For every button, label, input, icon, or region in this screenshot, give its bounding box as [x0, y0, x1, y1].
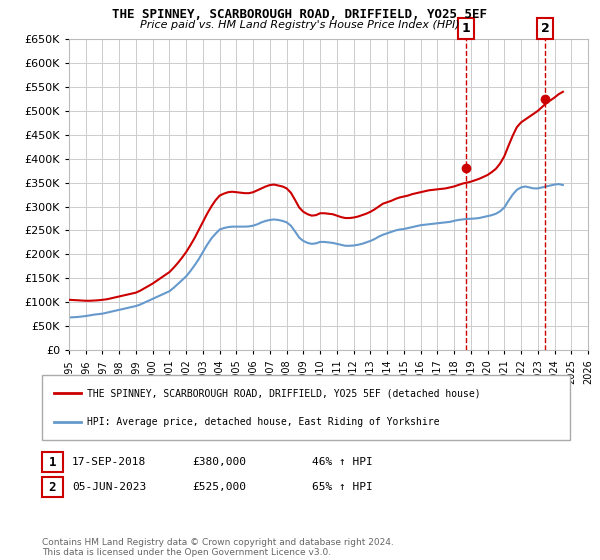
Text: 2: 2 [541, 22, 550, 35]
Text: 65% ↑ HPI: 65% ↑ HPI [312, 482, 373, 492]
Text: 17-SEP-2018: 17-SEP-2018 [72, 457, 146, 467]
Text: 1: 1 [49, 455, 56, 469]
Text: 46% ↑ HPI: 46% ↑ HPI [312, 457, 373, 467]
Text: 1: 1 [462, 22, 470, 35]
Text: 05-JUN-2023: 05-JUN-2023 [72, 482, 146, 492]
Text: THE SPINNEY, SCARBOROUGH ROAD, DRIFFIELD, YO25 5EF: THE SPINNEY, SCARBOROUGH ROAD, DRIFFIELD… [113, 8, 487, 21]
Text: 2: 2 [49, 480, 56, 494]
Text: £380,000: £380,000 [192, 457, 246, 467]
Text: THE SPINNEY, SCARBOROUGH ROAD, DRIFFIELD, YO25 5EF (detached house): THE SPINNEY, SCARBOROUGH ROAD, DRIFFIELD… [87, 388, 481, 398]
Text: £525,000: £525,000 [192, 482, 246, 492]
Text: Price paid vs. HM Land Registry's House Price Index (HPI): Price paid vs. HM Land Registry's House … [140, 20, 460, 30]
Text: Contains HM Land Registry data © Crown copyright and database right 2024.
This d: Contains HM Land Registry data © Crown c… [42, 538, 394, 557]
Text: HPI: Average price, detached house, East Riding of Yorkshire: HPI: Average price, detached house, East… [87, 417, 439, 427]
